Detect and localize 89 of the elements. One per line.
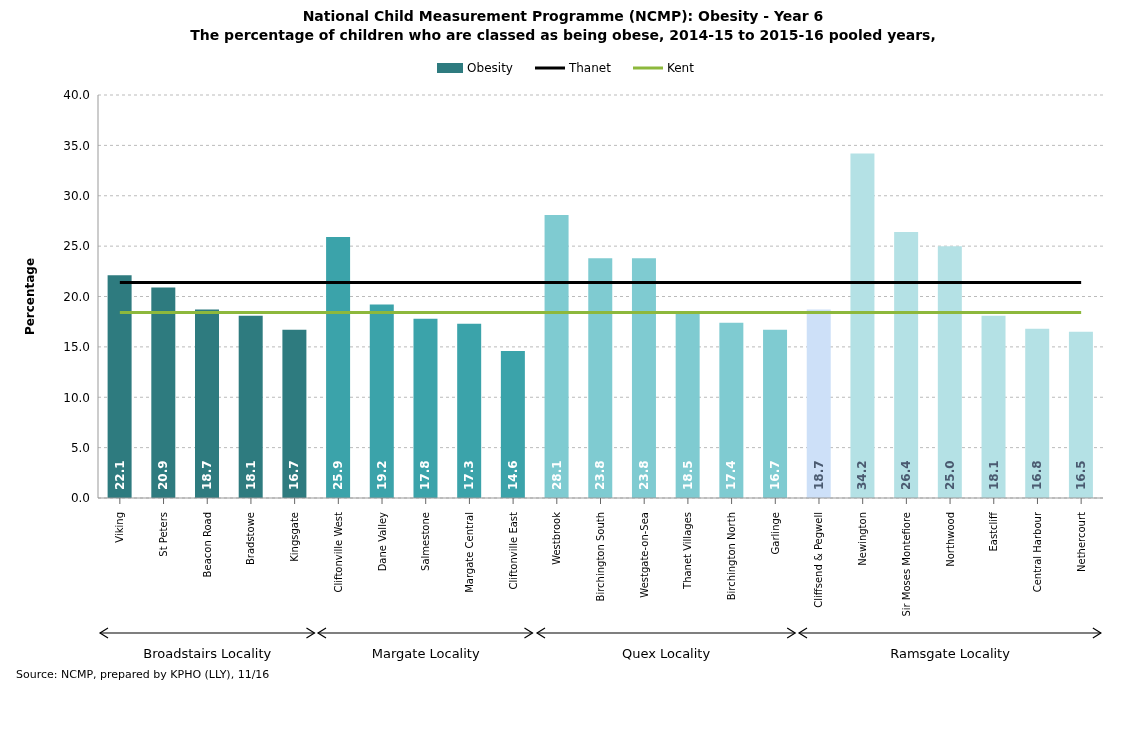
data-label: 14.6 xyxy=(505,460,520,490)
bar xyxy=(806,309,831,498)
x-tick-label: Thanet Villages xyxy=(682,512,694,590)
bar xyxy=(631,258,656,498)
y-tick-label: 15.0 xyxy=(63,340,90,355)
bar xyxy=(500,350,525,498)
bar xyxy=(457,323,482,498)
y-tick-label: 0.0 xyxy=(70,491,90,506)
x-tick-label: Cliffsend & Pegwell xyxy=(813,512,825,608)
x-tick-label: Viking xyxy=(114,512,126,543)
x-tick-label: Dane Valley xyxy=(376,511,388,572)
text: Broadstairs Locality xyxy=(142,646,273,661)
data-label: 23.8 xyxy=(636,460,651,490)
bar xyxy=(107,275,132,498)
data-label: 28.1 xyxy=(549,460,564,490)
data-label: 18.1 xyxy=(986,460,1001,490)
x-tick-label: Sir Moses Montefiore xyxy=(900,512,912,617)
bar xyxy=(719,322,744,498)
data-label: 20.9 xyxy=(156,460,171,490)
x-tick-label: Birchington North xyxy=(726,512,738,601)
legend-label: Thanet xyxy=(568,61,611,75)
x-tick-label: Newington xyxy=(857,512,869,566)
bar xyxy=(675,311,700,498)
bar xyxy=(544,214,569,498)
y-tick-label: 35.0 xyxy=(63,138,90,153)
text: Ramsgate Locality xyxy=(889,646,1011,661)
bar xyxy=(369,304,394,498)
data-label: 34.2 xyxy=(855,460,870,490)
bar xyxy=(588,258,613,498)
bar xyxy=(151,287,176,498)
data-label: 17.8 xyxy=(418,460,433,490)
x-tick-label: Kingsgate xyxy=(289,512,301,562)
y-tick-label: 20.0 xyxy=(63,289,90,304)
bar xyxy=(1068,331,1093,498)
bar xyxy=(413,318,438,498)
x-tick-label: Central Harbour xyxy=(1031,511,1043,593)
chart-subtitle: The percentage of children who are classed as being obese, 2014-15 to 2015-16 pooled years, xyxy=(189,27,937,43)
data-label: 19.2 xyxy=(374,460,389,490)
y-axis-title: Percentage xyxy=(23,257,38,336)
data-label: 25.0 xyxy=(942,460,957,490)
legend-label: Kent xyxy=(666,61,694,75)
data-label: 18.5 xyxy=(680,460,695,490)
x-tick-label: Beacon Road xyxy=(201,512,213,578)
y-tick-label: 25.0 xyxy=(63,239,90,254)
data-label: 18.7 xyxy=(200,460,214,490)
bar xyxy=(894,232,919,498)
data-label: 22.1 xyxy=(112,460,127,490)
x-tick-label: Margate Central xyxy=(463,512,475,593)
x-tick-label: Nethercourt xyxy=(1075,511,1087,572)
bar xyxy=(1025,328,1050,498)
bar xyxy=(195,309,219,498)
text: Quex Locality xyxy=(620,646,712,661)
x-tick-label: Salmestone xyxy=(420,512,432,571)
data-label: 17.3 xyxy=(462,460,477,490)
y-tick-label: 5.0 xyxy=(70,440,90,455)
data-label: 16.5 xyxy=(1073,460,1088,490)
x-tick-label: Birchington South xyxy=(595,512,606,602)
data-label: 16.7 xyxy=(287,460,302,490)
bar xyxy=(282,329,307,498)
bar xyxy=(326,237,351,498)
data-label: 25.9 xyxy=(331,460,346,490)
data-label: 18.7 xyxy=(811,460,826,490)
x-tick-label: St Peters xyxy=(158,512,170,557)
x-tick-label: Northwood xyxy=(944,512,956,567)
data-label: 16.8 xyxy=(1030,460,1045,490)
text: Margate Locality xyxy=(370,646,481,661)
x-tick-label: Bradstowe xyxy=(245,512,257,566)
x-tick-label: Garlinge xyxy=(769,512,781,555)
x-tick-label: Eastcliff xyxy=(988,510,1000,552)
chart-title: National Child Measurement Programme (NCMP): Obesity - Year 6 xyxy=(301,8,825,24)
bar xyxy=(937,246,962,498)
bar xyxy=(981,315,1006,498)
x-tick-label: Westgate-on-Sea xyxy=(638,512,650,598)
source-note: Source: NCMP, prepared by KPHO (LLY), 11/16 xyxy=(16,668,271,681)
bar xyxy=(763,329,788,498)
data-label: 23.8 xyxy=(593,460,608,490)
x-tick-label: Cliftonville West xyxy=(332,511,344,593)
y-tick-label: 40.0 xyxy=(63,88,90,103)
x-tick-label: Cliftonville East xyxy=(507,511,519,590)
x-tick-label: Westbrook xyxy=(551,511,563,565)
legend-label: Obesity xyxy=(467,61,513,75)
data-label: 18.1 xyxy=(243,460,258,490)
y-tick-label: 10.0 xyxy=(63,390,90,405)
bar xyxy=(238,315,263,498)
data-label: 16.7 xyxy=(768,460,783,490)
bar xyxy=(850,153,875,498)
data-label: 17.4 xyxy=(724,460,739,490)
y-tick-label: 30.0 xyxy=(63,189,90,204)
data-label: 26.4 xyxy=(899,460,914,490)
